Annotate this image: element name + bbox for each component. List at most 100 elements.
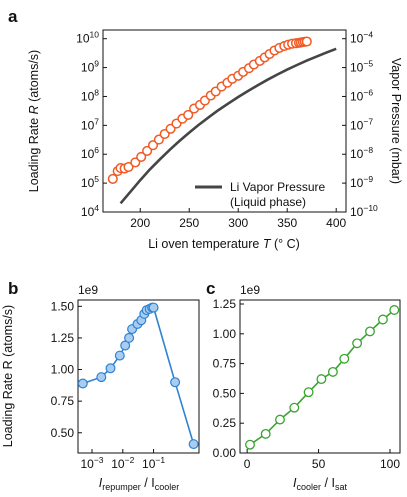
panel-a-frame [102,29,347,213]
y-tick-label: 0.75 [51,394,75,408]
panel-b-x-ticks: 10−3 10−2 10−1 [80,449,165,471]
data-point [142,145,153,156]
data-point [120,340,131,351]
data-point [188,439,199,450]
data-point [147,140,159,151]
panel-b-xlabel-sub1: repumper [102,482,141,492]
panel-b-xlabel-sub2: cooler [155,482,180,492]
panel-letter-b: b [8,279,18,298]
data-point [365,326,375,337]
y-tick-label: 0.25 [213,416,237,430]
data-point [339,353,350,364]
data-point [96,372,107,383]
x-tick-label: 400 [326,216,346,230]
panel-c-xlabel-sub2: sat [335,482,348,492]
x-tick-label: 10−2 [111,455,134,471]
y-tick-label: 109 [81,59,99,75]
y2-tick-label: 10−6 [350,87,373,103]
panel-c-series [245,305,400,450]
panel-c-frame [239,299,401,454]
panel-b-xlabel-sep: / I [141,476,155,490]
panel-b-series [77,302,199,450]
legend: Li Vapor Pressure (Liquid phase) [195,180,325,209]
x-tick-label: 200 [130,216,150,230]
panel-c-xlabel-sep: / I [321,476,335,490]
panel-b-multiplier: 1e9 [78,283,98,297]
y-tick-label: 1.25 [51,331,75,345]
y-tick-label: 0.50 [51,426,75,440]
y2-tick-label: 10−4 [350,30,373,46]
y-tick-label: 108 [81,87,99,103]
data-point [352,338,363,349]
data-point [245,439,255,450]
x-tick-label: 10−1 [142,455,165,471]
panel-b-xlabel-main: I [99,476,103,490]
chart-panel-c: 1e9 0 50 100 0.00 0.25 0.50 0.75 1.00 1.25 Icoo… [213,283,401,492]
panel-letter-c: c [206,279,215,298]
data-point [170,377,181,388]
panel-letter-a: a [8,7,18,26]
legend-line2: (Liquid phase) [230,195,306,209]
y2-tick-label: 10−10 [350,203,378,219]
panel-c-x-ticks: 0 50 100 [244,449,400,471]
y-tick-label: 1010 [76,30,99,46]
x-tick-label: 250 [179,216,199,230]
data-point [303,387,314,398]
y-tick-label: 106 [81,145,99,161]
data-point [77,378,88,389]
data-point [123,161,134,173]
y-tick-label: 104 [81,203,99,219]
y-tick-label: 1.25 [213,297,237,311]
panel-a-x-axis-label: Li oven temperature T (° C) [148,237,300,251]
panel-c-y-ticks: 0.00 0.25 0.50 0.75 1.00 1.25 [213,297,244,460]
y-tick-label: 0.50 [213,386,237,400]
y-tick-label: 105 [81,174,99,190]
chart-panel-a: 200 250 300 350 400 104 105 106 107 108 109 1010 1… [27,29,403,251]
y-tick-label: 1.00 [51,363,75,377]
data-point [114,350,125,361]
data-point [327,366,338,377]
y-tick-label: 1.50 [51,299,75,313]
panel-a-y2-axis-label: Vapor Pressure (mbar) [389,58,403,184]
data-point [377,314,388,325]
data-point [316,374,327,385]
chart-panel-b: 1e9 10−3 10−2 10−1 0.50 0.75 1.00 1.25 1.50 Lo… [1,283,200,492]
panel-b-x-axis-label: Irepumper / Icooler [99,476,179,492]
panel-c-x-axis-label: Icooler / Isat [293,476,347,492]
panel-c-multiplier: 1e9 [240,283,260,297]
y2-tick-label: 10−8 [350,145,373,161]
x-tick-label: 0 [244,457,251,471]
y2-tick-label: 10−7 [350,116,373,132]
panel-a-x-ticks: 200 250 300 350 400 [130,208,347,230]
y-tick-label: 0.00 [213,446,237,460]
data-point [148,302,159,313]
x-tick-label: 10−3 [80,455,103,471]
panel-a-y-axis-label: Loading Rate R (atoms/s) [27,50,41,192]
data-point [183,109,194,120]
data-point [275,414,285,425]
data-point [260,428,271,439]
panel-c-xlabel-sub1: cooler [297,482,322,492]
panel-b-y-axis-label: Loading Rate R (atoms/s) [1,305,15,447]
x-tick-label: 350 [277,216,297,230]
panel-b-y-ticks: 0.50 0.75 1.00 1.25 1.50 [51,299,82,440]
panel-a-y2-ticks: 10−10 10−9 10−8 10−7 10−6 10−5 10−4 [342,30,378,219]
y-tick-label: 0.75 [213,357,237,371]
y2-tick-label: 10−9 [350,174,373,190]
legend-line1: Li Vapor Pressure [230,180,325,194]
loading-rate-series [107,36,312,184]
data-point [289,402,300,413]
vapor-pressure-series [119,47,337,205]
y2-tick-label: 10−5 [350,59,373,75]
data-point [301,36,312,47]
x-tick-label: 300 [228,216,248,230]
x-tick-label: 100 [380,457,400,471]
y-tick-label: 107 [81,116,99,132]
data-point [389,305,400,315]
x-tick-label: 50 [312,457,326,471]
y-tick-label: 1.00 [213,327,237,341]
data-point [136,151,147,162]
data-point [105,363,116,374]
panel-c-xlabel-main: I [293,476,297,490]
